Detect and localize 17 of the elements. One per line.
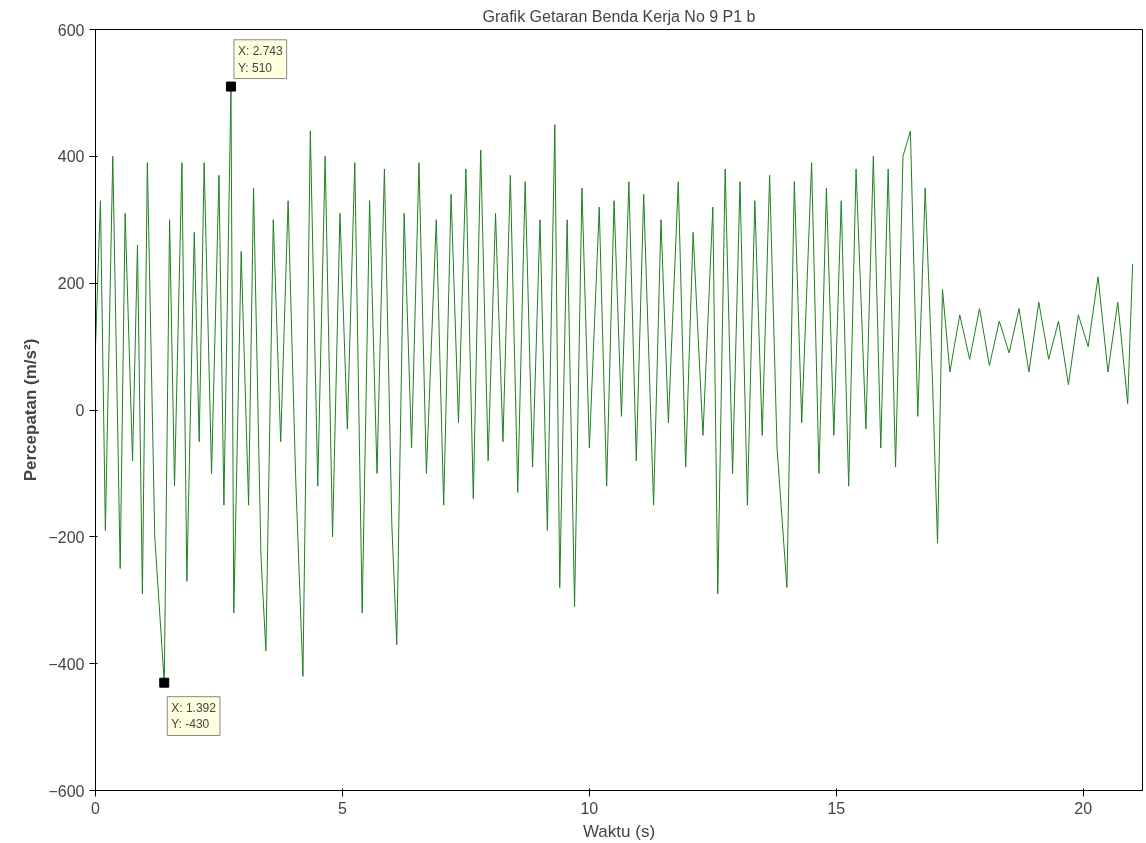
y-tick-label: −600	[48, 782, 85, 800]
y-tick-label: 600	[57, 21, 85, 39]
x-tick-label: 20	[1074, 799, 1093, 817]
y-tick-label: 400	[57, 148, 85, 166]
y-axis-title: Percepatan (m/s²)	[21, 338, 41, 482]
x-tick-label: 5	[337, 799, 347, 817]
y-tick-label: 0	[75, 402, 85, 419]
x-tick-label: 10	[580, 799, 599, 817]
x-tick-label: 0	[91, 799, 101, 817]
y-tick-label: −200	[48, 528, 85, 546]
x-tick-label: 15	[827, 799, 846, 817]
chart-title: Grafik Getaran Benda Kerja No 9 P1 b	[482, 7, 756, 25]
x-axis-title: Waktu (s)	[582, 821, 656, 841]
y-tick-label: 200	[57, 275, 85, 293]
annotation: X: 1.392 Y: -430	[171, 700, 217, 732]
annotation: X: 2.743 Y: 510	[237, 43, 283, 75]
y-tick-label: −400	[48, 655, 85, 673]
